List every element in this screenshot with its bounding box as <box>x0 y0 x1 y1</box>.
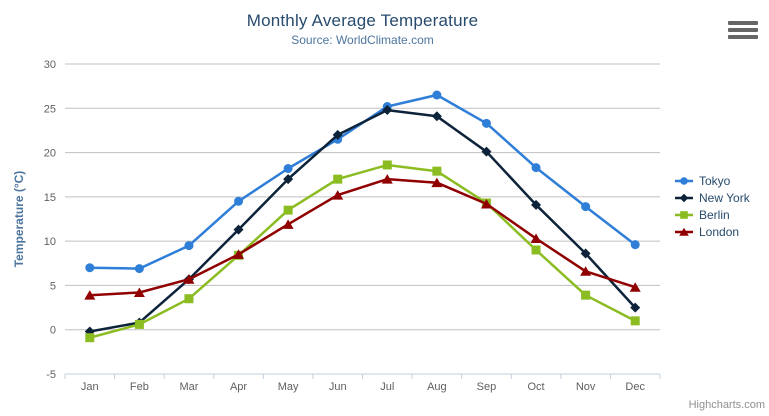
x-axis-label: Oct <box>527 381 544 393</box>
triangle-series-marker-icon <box>675 227 693 236</box>
point-berlin-mar[interactable] <box>184 294 194 304</box>
x-axis-label: Aug <box>427 381 447 393</box>
point-london-feb[interactable] <box>133 287 145 298</box>
point-tokyo-jan[interactable] <box>85 263 95 273</box>
legend-item-tokyo[interactable]: Tokyo <box>674 174 750 188</box>
legend-label: Berlin <box>699 208 730 222</box>
point-tokyo-aug[interactable] <box>432 90 442 100</box>
point-berlin-may[interactable] <box>283 205 293 215</box>
point-tokyo-mar[interactable] <box>184 241 194 251</box>
point-london-jun[interactable] <box>332 190 344 200</box>
point-berlin-feb[interactable] <box>134 319 144 329</box>
export-menu-button[interactable] <box>728 21 758 42</box>
point-london-jan[interactable] <box>84 290 96 300</box>
point-london-mar[interactable] <box>183 274 195 284</box>
x-axis-label: May <box>278 381 299 393</box>
x-axis-label: Jan <box>81 381 99 393</box>
series-line <box>88 177 637 297</box>
y-axis-label: 20 <box>44 148 56 160</box>
point-berlin-aug[interactable] <box>432 166 442 176</box>
x-axis-label: Apr <box>230 381 247 393</box>
point-new-york-dec[interactable] <box>630 302 641 313</box>
x-axis-label: Jul <box>380 381 394 393</box>
series-new-york <box>84 105 641 337</box>
x-axis-label: Feb <box>130 381 149 393</box>
point-london-dec[interactable] <box>629 282 641 292</box>
legend-marker[interactable] <box>680 211 688 219</box>
point-new-york-aug[interactable] <box>431 111 442 122</box>
point-tokyo-feb[interactable] <box>134 264 144 274</box>
y-axis-label: 15 <box>44 192 56 204</box>
point-tokyo-oct[interactable] <box>531 163 541 173</box>
point-tokyo-apr[interactable] <box>234 196 244 206</box>
y-axis-title: Temperature (°C) <box>12 170 26 268</box>
x-axis-label: Jun <box>329 381 347 393</box>
y-axis-label: 10 <box>44 236 56 248</box>
point-new-york-may[interactable] <box>283 174 294 185</box>
point-london-may[interactable] <box>282 219 294 229</box>
y-axis-label: 25 <box>44 103 56 115</box>
point-new-york-sep[interactable] <box>481 146 492 157</box>
point-new-york-apr[interactable] <box>233 224 244 235</box>
x-axis-label: Nov <box>576 381 596 393</box>
y-axis-label: 5 <box>50 280 56 292</box>
legend: Tokyo New York Berlin London <box>674 174 750 239</box>
x-axis-label: Dec <box>625 381 645 393</box>
point-new-york-oct[interactable] <box>531 199 542 210</box>
point-london-nov[interactable] <box>580 266 592 276</box>
series-london <box>84 174 641 300</box>
hamburger-icon <box>728 21 758 25</box>
circle-series-marker-icon <box>675 177 693 185</box>
chart-subtitle: Source: WorldClimate.com <box>291 33 434 47</box>
legend-marker[interactable] <box>679 193 689 203</box>
square-series-marker-icon <box>675 211 693 219</box>
point-new-york-jun[interactable] <box>332 129 343 140</box>
series-line <box>88 163 637 339</box>
point-tokyo-may[interactable] <box>283 164 293 174</box>
series-line <box>88 93 637 270</box>
legend-label: New York <box>699 191 750 205</box>
point-berlin-jan[interactable] <box>85 333 95 343</box>
legend-item-london[interactable]: London <box>674 225 750 239</box>
point-new-york-nov[interactable] <box>580 248 591 259</box>
point-tokyo-dec[interactable] <box>630 240 640 250</box>
hamburger-icon <box>728 28 758 32</box>
point-berlin-oct[interactable] <box>531 245 541 255</box>
legend-item-berlin[interactable]: Berlin <box>674 208 750 222</box>
x-axis-label: Mar <box>179 381 198 393</box>
point-london-jul[interactable] <box>381 174 393 184</box>
point-tokyo-sep[interactable] <box>481 118 491 128</box>
point-tokyo-nov[interactable] <box>581 202 591 212</box>
credits-link[interactable]: Highcharts.com <box>688 399 765 411</box>
point-new-york-jul[interactable] <box>382 105 393 116</box>
y-axis-label: 30 <box>44 59 56 71</box>
point-berlin-jun[interactable] <box>333 174 343 184</box>
diamond-series-marker-icon <box>675 193 693 203</box>
hamburger-icon <box>728 35 758 39</box>
point-berlin-jul[interactable] <box>382 160 392 170</box>
series-tokyo <box>85 90 640 274</box>
point-berlin-dec[interactable] <box>630 316 640 326</box>
y-axis-label: -5 <box>46 369 56 381</box>
y-axis-label: 0 <box>50 325 56 337</box>
chart-title: Monthly Average Temperature <box>246 11 479 30</box>
point-london-apr[interactable] <box>233 249 245 259</box>
legend-item-new-york[interactable]: New York <box>674 191 750 205</box>
x-axis-label: Sep <box>477 381 497 393</box>
point-london-sep[interactable] <box>480 198 492 209</box>
series-line <box>88 108 637 333</box>
legend-marker[interactable] <box>679 227 689 236</box>
point-london-aug[interactable] <box>431 177 443 188</box>
legend-label: London <box>699 225 740 239</box>
legend-marker[interactable] <box>680 177 688 185</box>
point-berlin-nov[interactable] <box>581 290 591 300</box>
point-london-oct[interactable] <box>530 233 542 243</box>
legend-label: Tokyo <box>699 174 731 188</box>
